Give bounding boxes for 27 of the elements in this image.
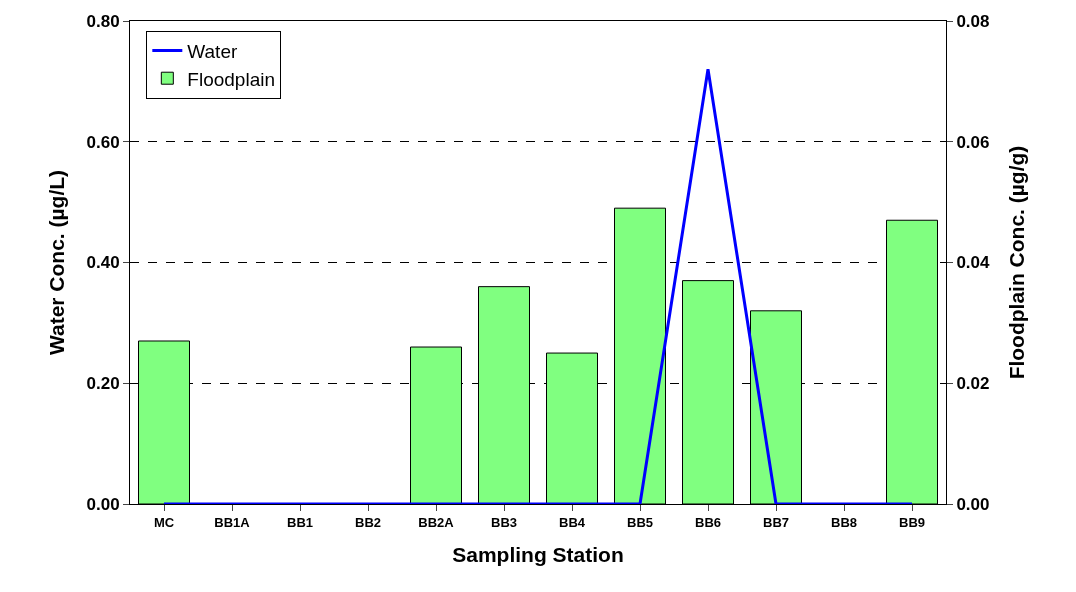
x-tick-label: BB6 <box>694 514 722 530</box>
y-tick-label: 0.60 <box>86 132 120 152</box>
y-tick-label: 0.80 <box>86 11 120 31</box>
y2-tick-label: 0.04 <box>956 253 991 273</box>
y2-axis-title: Floodplain Conc. (µg/g) <box>1005 145 1029 380</box>
x-axis-title: Sampling Station <box>452 542 624 566</box>
x-tick-label: BB5 <box>626 514 654 530</box>
x-tick-label: MC <box>153 514 175 530</box>
x-tick-label: BB1 <box>286 514 314 530</box>
y-tick-label: 0.00 <box>86 494 120 514</box>
x-tick-label: BB3 <box>490 514 518 530</box>
y-tick-label: 0.20 <box>86 374 120 394</box>
x-tick-label: BB7 <box>762 514 790 530</box>
y2-tick-label: 0.06 <box>956 132 990 152</box>
x-tick-label: BB9 <box>898 514 926 530</box>
legend-label: Floodplain <box>187 68 275 90</box>
x-tick-label: BB2A <box>418 514 455 530</box>
x-tick-label: BB1A <box>214 514 251 530</box>
legend-label: Water <box>187 40 238 62</box>
x-tick-label: BB2 <box>354 514 382 530</box>
y2-tick-label: 0.08 <box>956 11 990 31</box>
x-tick-label: BB8 <box>830 514 858 530</box>
y2-tick-label: 0.00 <box>956 494 990 514</box>
y-tick-label: 0.40 <box>86 253 120 273</box>
y2-tick-label: 0.02 <box>956 374 990 394</box>
y-axis-title: Water Conc. (µg/L) <box>44 169 68 356</box>
x-tick-label: BB4 <box>558 514 586 530</box>
